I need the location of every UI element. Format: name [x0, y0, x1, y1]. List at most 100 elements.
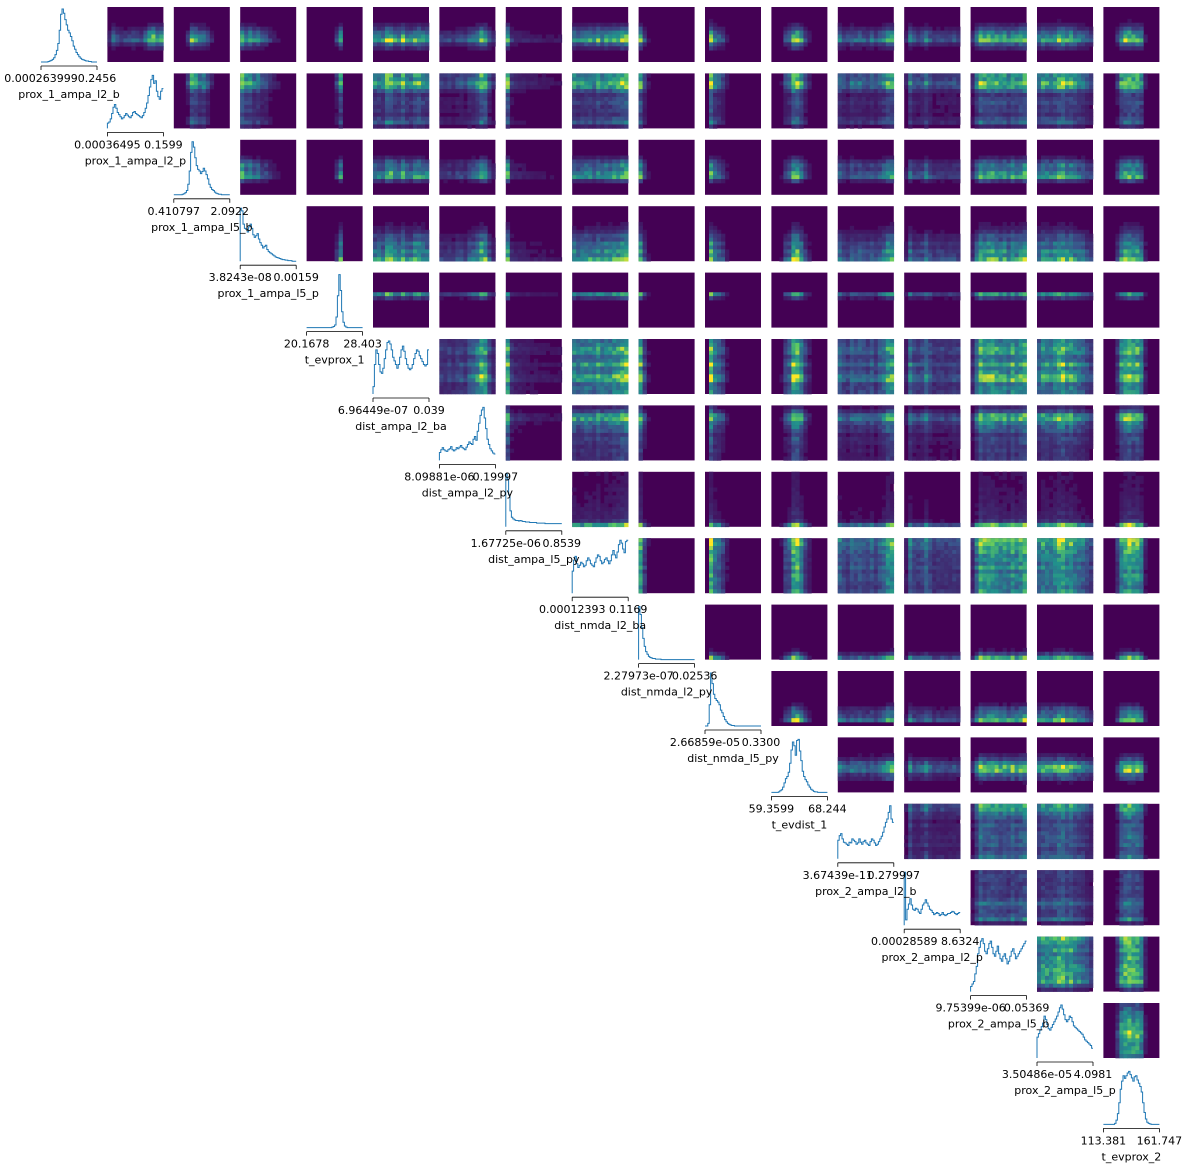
heatmap-bin	[580, 237, 585, 242]
heatmap-bin	[638, 30, 643, 35]
heatmap-bin	[1061, 124, 1066, 129]
heatmap-bin	[717, 237, 722, 242]
heatmap-bin	[986, 38, 991, 43]
heatmap-bin	[865, 34, 871, 39]
heatmap-bin	[638, 229, 643, 234]
heatmap-bin	[940, 34, 945, 39]
heatmap-bin	[381, 93, 386, 98]
heatmap-bin	[1037, 120, 1042, 125]
heatmap-bin	[381, 245, 386, 250]
heatmap-bin	[443, 116, 448, 121]
heatmap-bin	[845, 73, 851, 78]
heatmap-bin	[1081, 167, 1086, 172]
heatmap-bin	[417, 233, 422, 238]
heatmap-bin	[924, 26, 929, 31]
heatmap-bin	[389, 237, 394, 242]
heatmap-bin	[1139, 124, 1144, 129]
heatmap-bin	[916, 73, 921, 78]
heatmap-bin	[1085, 34, 1090, 39]
heatmap-bin	[1085, 175, 1090, 180]
heatmap-bin	[381, 249, 386, 254]
heatmap-bin	[721, 93, 726, 98]
heatmap-bin	[948, 73, 953, 78]
heatmap-bin	[994, 159, 999, 164]
heatmap-bin	[1061, 108, 1066, 113]
heatmap-bin	[244, 73, 249, 78]
heatmap-bin	[1022, 22, 1027, 27]
heatmap-bin	[421, 221, 426, 227]
heatmap-bin	[1065, 159, 1070, 164]
heatmap-bin	[600, 171, 605, 176]
heatmap-bin	[201, 89, 207, 94]
heatmap-bin	[1018, 233, 1023, 238]
heatmap-bin	[592, 237, 597, 242]
heatmap-bin	[475, 108, 480, 113]
heatmap-bin	[1065, 175, 1070, 180]
heatmap-bin	[1135, 179, 1140, 184]
heatmap-bin	[1065, 85, 1070, 90]
heatmap-bin	[334, 171, 339, 176]
heatmap-bin	[791, 249, 796, 254]
heatmap-bin	[596, 89, 601, 94]
heatmap-bin	[849, 93, 855, 98]
heatmap-bin	[1006, 253, 1011, 258]
heatmap-bin	[841, 124, 847, 129]
heatmap-bin	[425, 253, 430, 258]
heatmap-bin	[638, 253, 643, 258]
heatmap-bin	[487, 249, 492, 254]
heatmap-bin	[572, 229, 577, 234]
heatmap-bin	[373, 38, 378, 43]
heatmap-bin	[725, 163, 730, 168]
heatmap-bin	[881, 171, 887, 176]
heatmap-bin	[244, 38, 249, 43]
heatmap-bin	[107, 42, 112, 47]
heatmap-bin	[624, 241, 629, 246]
heatmap-bin	[845, 81, 851, 86]
heatmap-bin	[264, 73, 269, 78]
heatmap-bin	[881, 120, 887, 125]
heatmap-bin	[483, 46, 488, 51]
heatmap-bin	[841, 163, 847, 168]
heatmap-bin	[244, 124, 249, 129]
heatmap-bin	[405, 77, 410, 82]
heatmap-bin	[616, 124, 621, 129]
heatmap-bin	[865, 85, 871, 90]
heatmap-bin	[373, 104, 378, 110]
heatmap-bin	[260, 175, 265, 180]
heatmap-bin	[932, 77, 937, 82]
heatmap-bin	[393, 159, 398, 164]
heatmap-bin	[841, 179, 847, 184]
heatmap-bin	[256, 42, 261, 47]
heatmap-bin	[1022, 257, 1027, 262]
heatmap-bin	[1014, 245, 1019, 250]
heatmap-bin	[885, 249, 891, 254]
heatmap-bin	[994, 81, 999, 86]
heatmap-bin	[451, 38, 456, 43]
heatmap-bin	[1131, 112, 1136, 117]
heatmap-bin	[189, 38, 195, 43]
heatmap-bin	[932, 30, 937, 35]
heatmap-bin	[845, 85, 851, 90]
heatmap-prox_1_ampa_l2_p-vs-dist_nmda_l5_py	[705, 73, 761, 129]
heatmap-bin	[624, 229, 629, 234]
heatmap-bin	[638, 225, 643, 231]
heatmap-bin	[1045, 233, 1050, 238]
heatmap-bin	[970, 159, 975, 164]
heatmap-bin	[491, 120, 496, 125]
heatmap-bin	[1073, 225, 1078, 231]
heatmap-bin	[1014, 100, 1019, 106]
heatmap-bin	[889, 229, 895, 234]
heatmap-bin	[1119, 100, 1124, 106]
heatmap-bin	[338, 221, 343, 227]
heatmap-bin	[849, 155, 855, 160]
heatmap-bin	[467, 171, 472, 176]
heatmap-bin	[928, 112, 933, 117]
heatmap-bin	[849, 241, 855, 246]
heatmap-bin	[373, 175, 378, 180]
heatmap-bin	[624, 100, 629, 106]
heatmap-bin	[1002, 225, 1007, 231]
heatmap-bin	[1061, 221, 1066, 227]
heatmap-bin	[1077, 241, 1082, 246]
heatmap-bin	[936, 81, 941, 86]
heatmap-bin	[256, 93, 261, 98]
